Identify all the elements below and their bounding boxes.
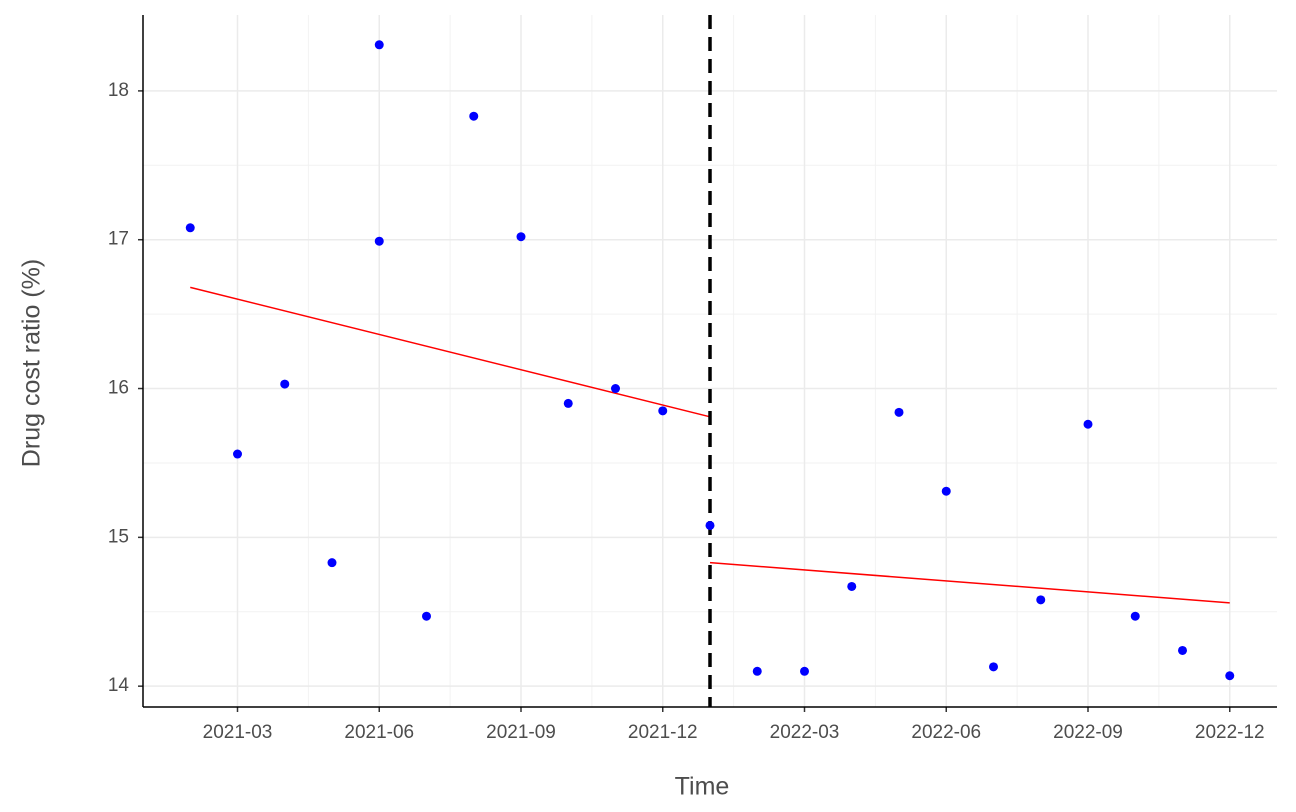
y-tick-label: 18 [108, 80, 129, 101]
point [233, 449, 242, 459]
x-tick-label: 2021-09 [486, 722, 556, 743]
point [563, 398, 573, 408]
point [800, 666, 809, 676]
point [658, 406, 668, 416]
point [1225, 671, 1235, 681]
y-tick-label: 17 [108, 229, 129, 250]
x-axis-title: Time [675, 773, 730, 801]
point [847, 581, 857, 591]
x-tick-label: 2022-06 [911, 722, 981, 743]
x-tick-label: 2021-06 [344, 722, 414, 743]
point [1036, 595, 1046, 605]
y-tick-label: 14 [108, 675, 130, 696]
point [185, 223, 195, 233]
point [374, 236, 384, 246]
x-tick-label: 2021-03 [203, 722, 273, 743]
point [611, 384, 620, 394]
y-tick-label: 16 [108, 378, 129, 399]
y-tick-label: 15 [108, 526, 129, 547]
point [1083, 419, 1093, 429]
point [1178, 645, 1187, 655]
point [989, 662, 998, 672]
point [752, 666, 762, 676]
x-tick-label: 2022-03 [770, 722, 840, 743]
point [469, 111, 479, 121]
point [374, 40, 384, 50]
point [327, 558, 337, 568]
point [894, 407, 904, 417]
x-tick-label: 2022-09 [1053, 722, 1123, 743]
point [705, 520, 715, 530]
trend-line [190, 286, 711, 418]
point [941, 486, 951, 496]
trend-line [709, 561, 1230, 604]
point [280, 379, 290, 389]
point [422, 611, 431, 621]
x-tick-label: 2022-12 [1195, 722, 1265, 743]
x-tick-label: 2021-12 [628, 722, 698, 743]
y-axis-title: Drug cost ratio (%) [18, 259, 46, 467]
point [1130, 611, 1140, 621]
point [516, 232, 526, 242]
